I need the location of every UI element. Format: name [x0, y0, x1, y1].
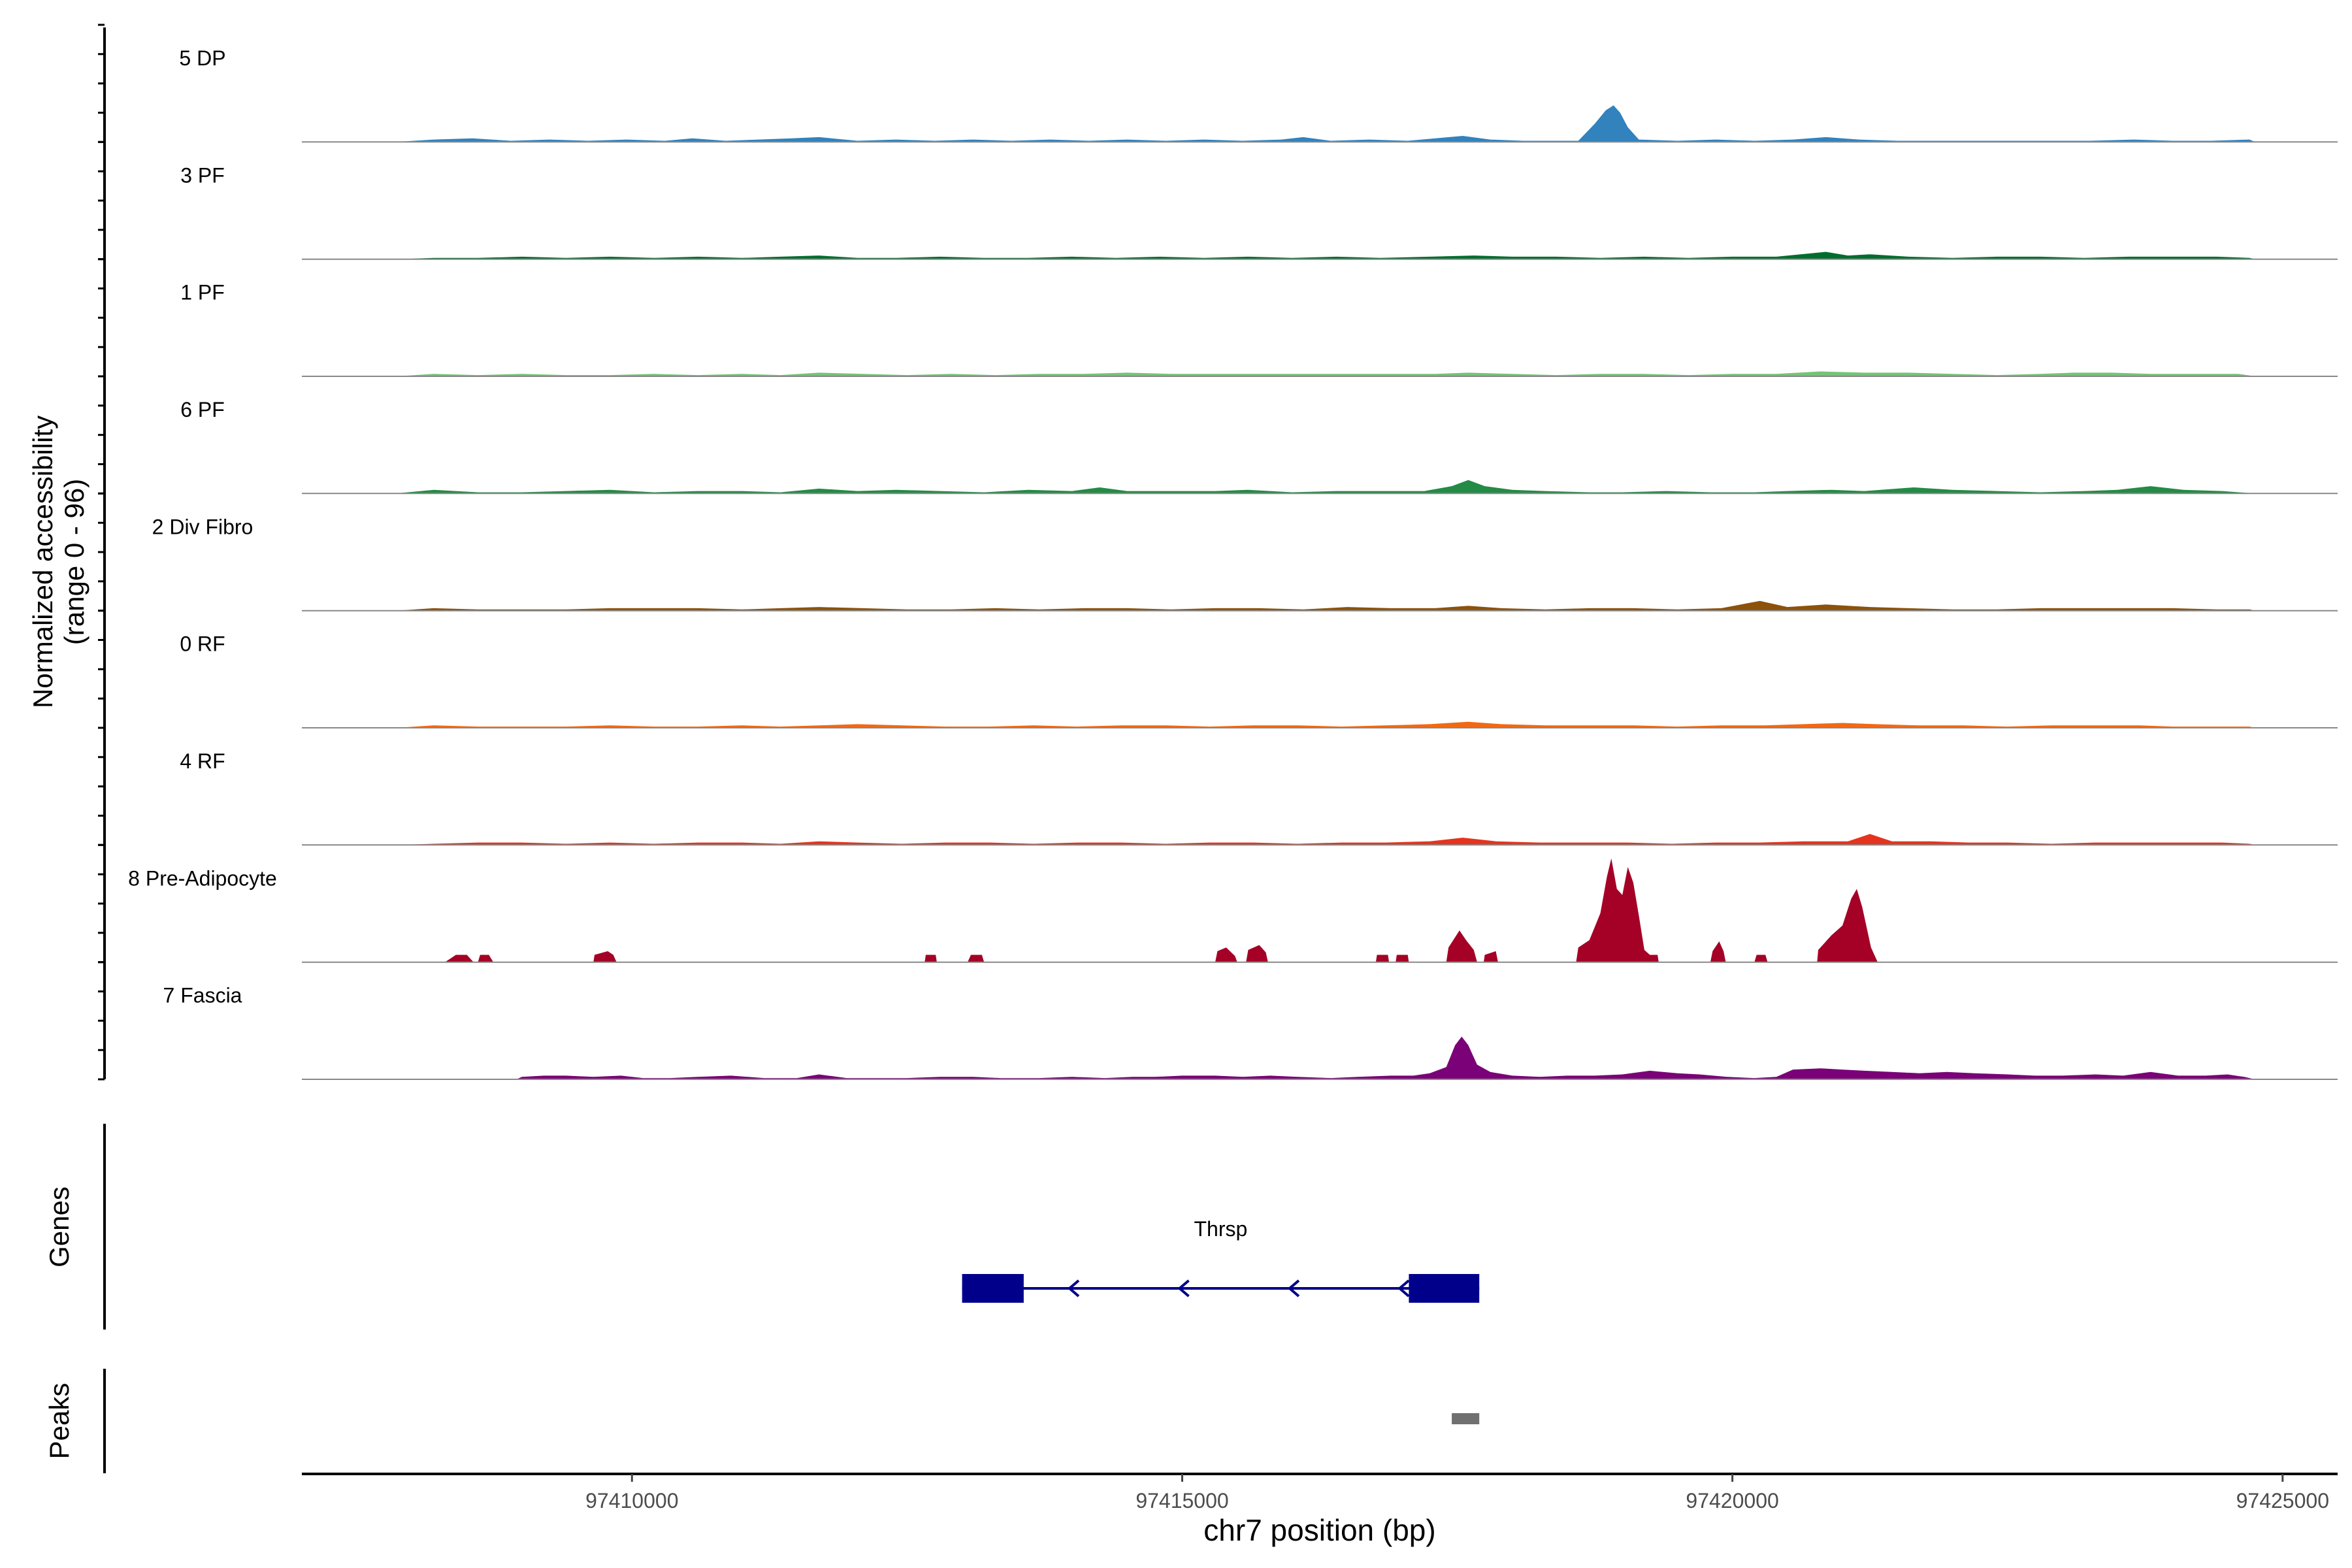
- y-axis-label-line2: (range 0 - 96): [59, 479, 90, 645]
- track-7-fascia: 7 Fascia: [163, 984, 2338, 1080]
- coverage-area-3-pf: [395, 252, 2255, 259]
- track-label: 0 RF: [180, 632, 225, 656]
- track-6-pf: 6 PF: [180, 398, 2338, 495]
- track-label: 6 PF: [180, 398, 225, 421]
- coverage-area-1-pf: [395, 371, 2255, 376]
- strand-arrow: [1397, 1279, 1410, 1298]
- genes-label: Genes: [44, 1186, 74, 1267]
- track-label: 3 PF: [180, 163, 225, 187]
- gene-name-label: Thrsp: [1194, 1217, 1248, 1241]
- track-0-rf: 0 RF: [180, 632, 2338, 728]
- coverage-area-7-fascia: [516, 1036, 2255, 1079]
- coverage-area-2-div-fibro: [395, 600, 2255, 611]
- y-axis-label-line1: Normalized accessibility: [27, 416, 58, 708]
- track-label: 1 PF: [180, 281, 225, 304]
- x-ticks: 97410000 97415000 97420000 97425000: [585, 1474, 2329, 1512]
- peak-marks: [1452, 1413, 1480, 1424]
- track-8-pre-adipocyte: 8 Pre-Adipocyte: [128, 858, 2338, 963]
- x-axis: 97410000 97415000 97420000 97425000 chr7 po…: [302, 1473, 2338, 1547]
- track-3-pf: 3 PF: [180, 163, 2338, 260]
- strand-arrow: [1287, 1279, 1300, 1298]
- x-axis-label: chr7 position (bp): [1203, 1513, 1435, 1547]
- track-5-dp: 5 DP: [179, 46, 2338, 143]
- track-2-div-fibro: 2 Div Fibro: [152, 515, 2338, 612]
- track-label: 5 DP: [179, 46, 225, 70]
- coverage-area-4-rf: [395, 834, 2255, 845]
- x-tick-label: 97425000: [2236, 1489, 2329, 1512]
- peak-mark: [1452, 1413, 1480, 1424]
- gene-model: [962, 1274, 1480, 1303]
- coverage-area-6-pf: [395, 480, 2255, 494]
- y-axis: Normalized accessibility (range 0 - 96): [27, 24, 106, 1081]
- track-label: 4 RF: [180, 749, 225, 773]
- track-1-pf: 1 PF: [180, 281, 2338, 377]
- track-label: 2 Div Fibro: [152, 515, 253, 538]
- coverage-area-0-rf: [395, 721, 2255, 728]
- x-tick-label: 97420000: [1686, 1489, 1778, 1512]
- track-label: 7 Fascia: [163, 984, 242, 1007]
- gene-exon: [1409, 1274, 1480, 1303]
- peaks-label: Peaks: [44, 1383, 74, 1460]
- x-tick-label: 97415000: [1135, 1489, 1228, 1512]
- coverage-tracks: 5 DP 3 PF 1 PF 6 PF 2 Div Fibro 0 RF 4 RF 8 Pre…: [128, 46, 2338, 1080]
- x-tick-label: 97410000: [585, 1489, 678, 1512]
- track-4-rf: 4 RF: [180, 749, 2338, 846]
- strand-arrow: [1067, 1279, 1080, 1298]
- gene-exon: [962, 1274, 1024, 1303]
- genes-panel: Genes Thrsp: [44, 1124, 1480, 1330]
- strand-arrow: [1177, 1279, 1190, 1298]
- peaks-panel: Peaks: [44, 1369, 1480, 1473]
- track-label: 8 Pre-Adipocyte: [128, 866, 277, 890]
